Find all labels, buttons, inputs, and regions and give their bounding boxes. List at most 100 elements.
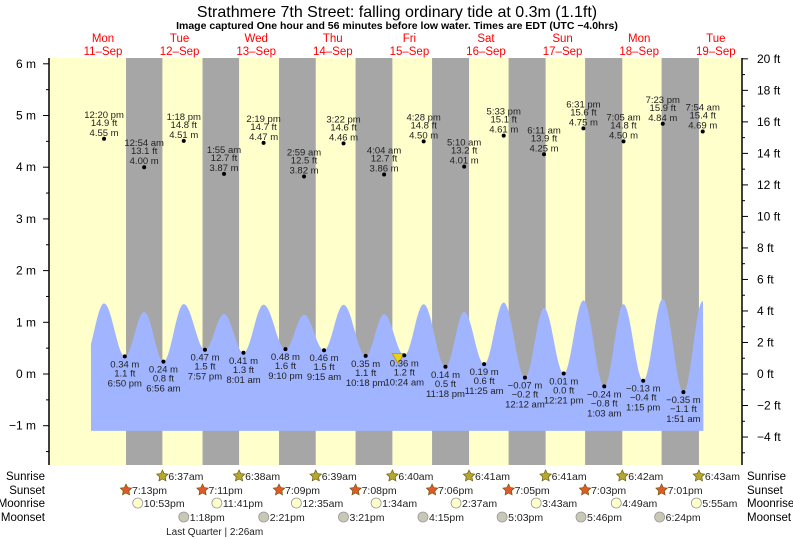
low-tide-m: −0.07 m: [508, 381, 543, 392]
moonset-icon: [338, 511, 349, 523]
high-tide-time: 12:20 pm: [84, 110, 124, 121]
sunset-icon: [196, 483, 209, 496]
moonset-time: 3:21pm: [349, 512, 384, 524]
low-tide-time: 7:57 pm: [188, 372, 222, 383]
high-tide-point: [302, 174, 307, 179]
low-tide-ft: 1.6 ft: [275, 361, 296, 372]
day-label-date: 17–Sep: [543, 46, 583, 58]
low-tide-time: 1:15 pm: [626, 403, 660, 414]
moonrise-time: 1:34am: [382, 498, 417, 510]
moonset-row-label: Moonset: [1, 512, 46, 524]
left-axis-label: 5 m: [16, 109, 36, 123]
current-tide-marker: [391, 353, 405, 365]
day-label-dow: Sun: [552, 33, 572, 45]
low-tide-point: [241, 350, 246, 355]
high-tide-m: 4.01 m: [450, 156, 479, 167]
high-tide-ft: 12.7 ft: [371, 153, 398, 164]
sunrise-time: 6:42am: [628, 471, 663, 483]
moonrise-time: 2:37am: [462, 498, 497, 510]
right-axis-label: −4 ft: [757, 430, 781, 444]
high-tide-point: [660, 121, 665, 126]
day-labels: Mon11–SepTue12–SepWed13–SepThu14–SepFri1…: [84, 33, 736, 58]
sunset-row-label-right: Sunset: [747, 485, 784, 497]
high-tide-point: [621, 139, 626, 144]
high-tide-time: 4:28 pm: [406, 112, 440, 123]
moonset-icon: [575, 511, 587, 523]
low-tide-m: 0.35 m: [351, 359, 380, 370]
low-tide-point: [322, 348, 327, 353]
low-tide-point: [202, 347, 207, 352]
moonset-time: 2:21pm: [270, 512, 305, 524]
day-label-date: 19–Sep: [696, 46, 736, 58]
low-tide-m: 0.48 m: [271, 352, 300, 363]
right-axis-label: 2 ft: [757, 335, 774, 349]
day-label-dow: Tue: [170, 33, 189, 45]
low-tide-time: 11:18 pm: [426, 389, 465, 400]
high-tide-time: 4:04 am: [367, 145, 401, 156]
low-tide-m: 0.24 m: [149, 365, 178, 376]
moonrise-time: 4:49am: [622, 498, 657, 510]
left-axis-label: 3 m: [16, 212, 36, 226]
moonrise-time: 3:43am: [542, 498, 577, 510]
moonset-icon: [417, 511, 429, 523]
sunset-time: 7:08pm: [362, 485, 397, 497]
sunset-time: 7:01pm: [668, 485, 703, 497]
low-tide-m: 0.01 m: [549, 376, 578, 387]
right-axis-label: 4 ft: [757, 304, 774, 318]
moonrise-icon: [690, 497, 702, 509]
high-tide-time: 12:54 am: [124, 138, 164, 149]
high-tide-point: [382, 172, 387, 177]
low-tide-ft: 0.8 ft: [153, 374, 174, 385]
high-tide-point: [181, 138, 186, 143]
high-tide-m: 4.61 m: [489, 125, 518, 136]
low-tide-time: 6:56 am: [146, 384, 180, 395]
sunrise-time: 6:39am: [322, 471, 357, 483]
low-tide-point: [522, 375, 527, 380]
day-label-dow: Thu: [323, 33, 343, 45]
sunrise-row-label: Sunrise: [6, 471, 45, 483]
high-tide-ft: 14.8 ft: [171, 120, 198, 131]
high-tide-m: 4.55 m: [90, 128, 119, 139]
day-label-date: 14–Sep: [313, 46, 353, 58]
axes: 6 m 5 m 4 m 3 m 2 m 1 m 0 m −1 m 20 ft 18 ft 16 ft…: [9, 52, 781, 465]
low-tide-ft: 0.6 ft: [474, 376, 495, 387]
high-tide-m: 3.86 m: [370, 163, 399, 174]
moonset-icon: [654, 511, 666, 523]
sunrise-time: 6:43am: [705, 471, 740, 483]
high-tide-ft: 14.8 ft: [610, 120, 637, 131]
low-tide-ft: −0.4 ft: [630, 393, 657, 404]
moonset-time: 6:24pm: [666, 512, 701, 524]
moonrise-icon: [132, 497, 144, 509]
moonrise-time: 11:41pm: [223, 498, 263, 510]
low-tide-ft: −0.8 ft: [591, 398, 618, 409]
high-tide-point: [142, 165, 147, 170]
low-tide-m: −0.35 m: [666, 395, 701, 406]
right-axis-label: 18 ft: [757, 83, 781, 97]
sunset-time: 7:09pm: [285, 485, 320, 497]
low-tide-ft: −0.2 ft: [512, 390, 539, 401]
left-axis-label: 4 m: [16, 160, 36, 174]
sunrise-icon: [462, 469, 476, 482]
sunset-icon: [655, 483, 669, 496]
high-tide-point: [341, 141, 346, 146]
left-axis-label: 2 m: [16, 264, 36, 278]
sunrise-icon: [232, 469, 246, 482]
high-tide-m: 4.69 m: [688, 121, 717, 132]
moonrise-row-label-right: Moonrise: [747, 498, 793, 510]
day-label-dow: Mon: [92, 33, 114, 45]
sunset-icon: [349, 483, 363, 496]
high-tide-m: 4.50 m: [409, 130, 438, 141]
high-tide-ft: 14.8 ft: [410, 120, 437, 131]
low-tide-ft: 1.5 ft: [313, 362, 334, 373]
high-tide-time: 6:31 pm: [566, 99, 600, 110]
right-axis-label: 10 ft: [757, 209, 781, 223]
sunrise-icon: [539, 469, 553, 482]
sunset-time: 7:13pm: [132, 485, 167, 497]
high-tide-time: 6:11 am: [527, 125, 561, 136]
right-axis-label: 8 ft: [757, 241, 774, 255]
high-tide-m: 4.46 m: [329, 132, 358, 143]
high-tide-ft: 15.4 ft: [690, 111, 717, 122]
sunset-time: 7:05pm: [515, 485, 550, 497]
